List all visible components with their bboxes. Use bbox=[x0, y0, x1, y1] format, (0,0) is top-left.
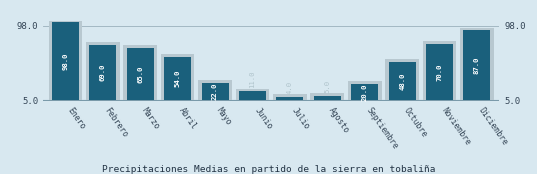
Bar bbox=[239, 91, 266, 100]
Text: 54.0: 54.0 bbox=[175, 70, 180, 87]
Bar bbox=[86, 42, 120, 100]
Bar bbox=[236, 89, 270, 100]
Text: 48.0: 48.0 bbox=[399, 72, 405, 90]
Bar bbox=[89, 45, 117, 100]
Bar bbox=[463, 30, 490, 100]
Bar bbox=[273, 94, 307, 100]
Text: 5.0: 5.0 bbox=[324, 80, 330, 93]
Bar bbox=[314, 96, 341, 100]
Text: 87.0: 87.0 bbox=[474, 57, 480, 74]
Text: 20.0: 20.0 bbox=[362, 83, 368, 101]
Text: 4.0: 4.0 bbox=[287, 81, 293, 94]
Bar bbox=[386, 59, 419, 100]
Text: 70.0: 70.0 bbox=[437, 63, 442, 81]
Bar bbox=[52, 22, 79, 100]
Bar bbox=[127, 48, 154, 100]
Bar bbox=[161, 54, 194, 100]
Bar bbox=[423, 41, 456, 100]
Bar bbox=[460, 28, 494, 100]
Bar bbox=[277, 97, 303, 100]
Bar bbox=[48, 19, 82, 100]
Text: 69.0: 69.0 bbox=[100, 64, 106, 81]
Text: Precipitaciones Medias en partido de la sierra en tobaliña: Precipitaciones Medias en partido de la … bbox=[101, 165, 436, 174]
Bar bbox=[348, 81, 382, 100]
Bar bbox=[124, 45, 157, 100]
Bar bbox=[351, 84, 378, 100]
Bar bbox=[201, 82, 229, 100]
Bar bbox=[389, 62, 416, 100]
Bar bbox=[310, 93, 344, 100]
Text: 22.0: 22.0 bbox=[212, 83, 218, 100]
Bar bbox=[164, 57, 191, 100]
Bar bbox=[198, 80, 232, 100]
Text: 11.0: 11.0 bbox=[250, 71, 256, 88]
Bar bbox=[426, 44, 453, 100]
Text: 98.0: 98.0 bbox=[62, 52, 68, 70]
Text: 65.0: 65.0 bbox=[137, 65, 143, 83]
